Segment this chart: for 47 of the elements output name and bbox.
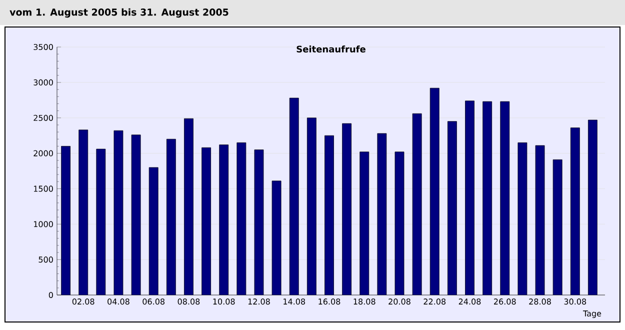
bar (290, 98, 299, 295)
x-tick-label: 30.08 (564, 298, 586, 305)
y-tick-label: 3000 (34, 79, 53, 86)
y-tick-label: 1000 (34, 221, 53, 228)
bar (149, 167, 158, 295)
x-tick-label: 28.08 (529, 298, 551, 305)
x-tick-label: 14.08 (284, 298, 306, 305)
bar (553, 160, 562, 295)
x-tick-label: 02.08 (72, 298, 94, 305)
bar (430, 88, 440, 295)
x-tick-label: 08.08 (178, 298, 200, 305)
y-tick-label: 2000 (34, 150, 53, 156)
x-tick-label: 16.08 (318, 298, 340, 305)
y-tick-label: 500 (38, 256, 53, 263)
x-tick-label: 24.08 (458, 298, 481, 305)
bar (448, 121, 457, 295)
x-tick-label: 20.08 (388, 298, 410, 305)
bar (61, 146, 70, 295)
bar (360, 152, 369, 295)
x-tick-label: 22.08 (424, 298, 446, 305)
x-tick-label: 26.08 (494, 298, 516, 305)
y-tick-label: 0 (48, 292, 53, 298)
x-tick-label: 12.08 (248, 298, 270, 305)
chart-title: Seitenaufrufe (296, 46, 366, 52)
bar (219, 144, 228, 295)
x-tick-label: 04.08 (108, 298, 130, 305)
y-tick-label: 1500 (34, 186, 53, 192)
bar (342, 124, 352, 295)
bar (570, 128, 580, 295)
x-tick-label: 06.08 (142, 298, 165, 305)
y-tick-label: 2500 (34, 114, 53, 121)
chart-subtitle: vom 1. August 2005 bis 31. August 2005 (10, 8, 228, 18)
bar (307, 118, 316, 295)
x-tick-label: 18.08 (354, 298, 376, 305)
bar (465, 100, 474, 295)
bar (482, 102, 492, 295)
bar (184, 118, 194, 295)
bar (500, 102, 510, 295)
y-tick-label: 3500 (34, 44, 53, 50)
bar (78, 130, 88, 295)
bar (166, 139, 176, 295)
bar (588, 120, 598, 295)
bar (324, 136, 334, 295)
bar (202, 148, 211, 295)
x-axis-title: Tage (582, 310, 602, 318)
x-tick-label: 10.08 (213, 298, 235, 305)
bar (96, 149, 106, 295)
